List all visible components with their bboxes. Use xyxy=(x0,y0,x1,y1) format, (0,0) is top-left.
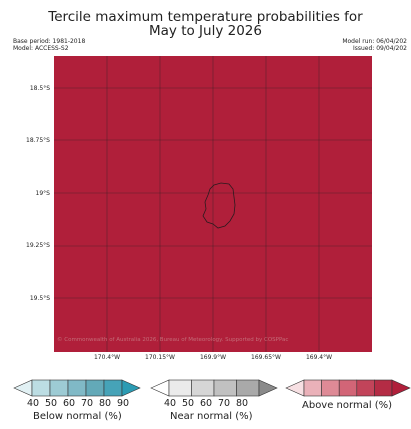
legend-tick: 80 xyxy=(235,398,249,409)
issued-text: Issued: 09/04/202 xyxy=(352,45,407,52)
legend-tick: 90 xyxy=(116,398,130,409)
legend-tick: 70 xyxy=(80,398,94,409)
legend-tick: 70 xyxy=(217,398,231,409)
lat-label: 19.25°S xyxy=(26,242,50,249)
lon-label: 169.9°W xyxy=(199,354,227,361)
model-run-text: Model run: 06/04/202 xyxy=(342,38,407,45)
legend-below-segment xyxy=(67,379,87,397)
legend-near-colorbar xyxy=(150,379,278,397)
legend-below-colorbar xyxy=(13,379,141,397)
legend-below-end xyxy=(121,379,141,397)
legend-below-end xyxy=(13,379,33,397)
legend-below-normal: 40 50 60 70 80 90 Below normal (%) xyxy=(13,378,141,428)
legend-below-segment xyxy=(103,379,123,397)
map-title-line-2: May to July 2026 xyxy=(149,23,262,39)
island-outline xyxy=(202,182,236,229)
map-title-line-1: Tercile maximum temperature probabilitie… xyxy=(48,9,363,25)
legend-above-end xyxy=(391,379,411,397)
copyright-text: © Commonwealth of Australia 2026, Bureau… xyxy=(57,337,289,343)
meta-right: Model run: 06/04/202 Issued: 09/04/202 xyxy=(342,38,407,52)
legend-near-normal: 40 50 60 70 80 Near normal (%) xyxy=(150,378,278,428)
lon-label: 170.4°W xyxy=(93,354,121,361)
legend-above-colorbar xyxy=(285,379,411,397)
legend-above-segment xyxy=(338,379,358,397)
legend-near-segment xyxy=(236,379,260,397)
legend-tick: 80 xyxy=(98,398,112,409)
legend-below-segment xyxy=(85,379,105,397)
base-period-text: Base period: 1981-2018 xyxy=(13,38,86,45)
legend-near-segment xyxy=(213,379,237,397)
lat-label: 18.5°S xyxy=(29,85,50,92)
legend-above-normal: Above normal (%) xyxy=(285,378,411,428)
legend-tick: 60 xyxy=(199,398,213,409)
lat-label: 18.75°S xyxy=(26,137,50,144)
map-canvas xyxy=(54,56,372,352)
lat-label: 19°S xyxy=(35,190,50,197)
legend-below-caption: Below normal (%) xyxy=(33,411,122,422)
legend-tick: 50 xyxy=(44,398,58,409)
legend-above-caption: Above normal (%) xyxy=(302,400,393,411)
legend-near-segment xyxy=(191,379,215,397)
graticule xyxy=(54,56,372,352)
legend-tick: 40 xyxy=(26,398,40,409)
legend-near-end xyxy=(258,379,278,397)
legend-above-segment xyxy=(321,379,340,397)
meta-left: Base period: 1981-2018 Model: ACCESS-S2 xyxy=(13,38,85,52)
legend-above-end xyxy=(285,379,305,397)
lat-label: 19.5°S xyxy=(29,295,50,302)
legend-above-segment xyxy=(374,379,393,397)
map-panel xyxy=(54,56,372,352)
legend-below-segment xyxy=(49,379,69,397)
lon-label: 170.15°W xyxy=(145,354,175,361)
legend-near-end xyxy=(150,379,170,397)
legend-tick: 60 xyxy=(62,398,76,409)
lon-label: 169.4°W xyxy=(305,354,333,361)
lon-label: 169.65°W xyxy=(251,354,281,361)
legend-near-segment xyxy=(168,379,192,397)
legend-above-segment xyxy=(303,379,322,397)
legend-above-segment xyxy=(356,379,375,397)
legend-below-segment xyxy=(31,379,51,397)
legend-tick: 50 xyxy=(181,398,195,409)
legend-tick: 40 xyxy=(163,398,177,409)
legend-near-caption: Near normal (%) xyxy=(170,411,253,422)
model-text: Model: ACCESS-S2 xyxy=(13,45,69,52)
